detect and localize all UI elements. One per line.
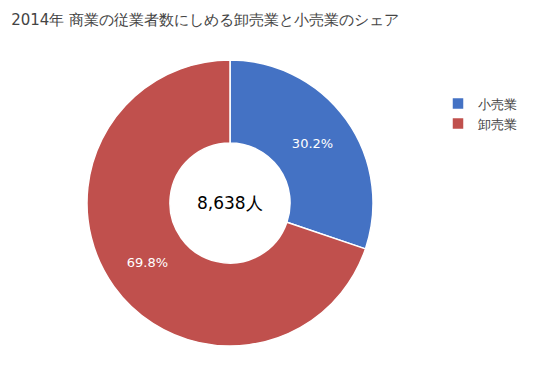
svg-text:小売業: 小売業 bbox=[478, 97, 517, 112]
svg-text:8,638人: 8,638人 bbox=[197, 193, 263, 213]
svg-text:69.8%: 69.8% bbox=[127, 255, 168, 270]
svg-text:卸売業: 卸売業 bbox=[478, 117, 517, 132]
svg-text:30.2%: 30.2% bbox=[292, 136, 333, 151]
svg-text:2014年 商業の従業者数にしめる卸売業と小売業のシェア: 2014年 商業の従業者数にしめる卸売業と小売業のシェア bbox=[11, 11, 399, 29]
